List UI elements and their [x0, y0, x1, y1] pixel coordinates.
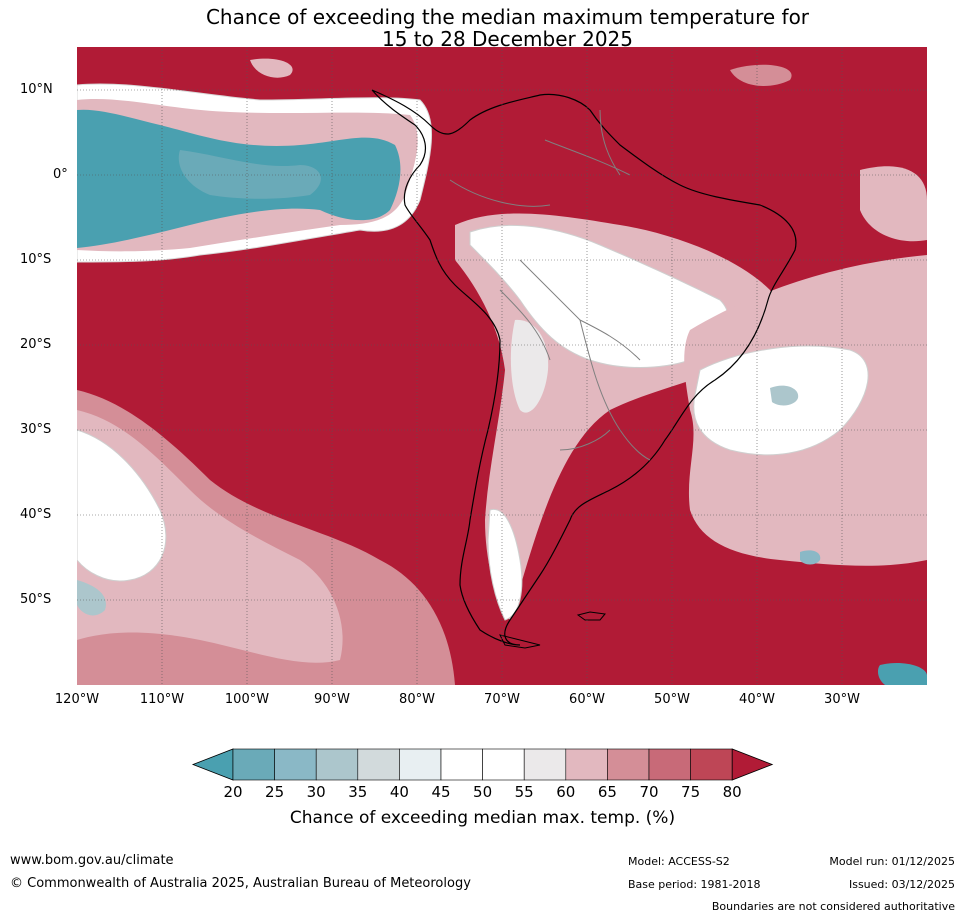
colorbar-segment-35-40	[357, 748, 400, 781]
longitude-gridlines	[161, 47, 843, 685]
forecast-map	[77, 47, 927, 685]
colorbar-tick-30: 30	[306, 783, 326, 801]
model-name: Model: ACCESS-S2	[628, 855, 730, 868]
andes-mixed-zone	[510, 319, 549, 413]
copyright-text: © Commonwealth of Australia 2025, Austra…	[10, 876, 471, 891]
colorbar-segment-25-30	[274, 748, 317, 781]
colorbar-segments	[191, 748, 774, 781]
colorbar-tick-60: 60	[556, 783, 576, 801]
map-area	[77, 47, 927, 685]
website-link[interactable]: www.bom.gov.au/climate	[10, 853, 174, 868]
tropical-atlantic-mixed-zone	[860, 166, 927, 242]
lon-label-70w: 70°W	[484, 692, 520, 707]
north-atlantic-mixed-zone	[730, 64, 792, 86]
atlantic-cool-spot	[800, 550, 821, 565]
lon-label-30w: 30°W	[824, 692, 860, 707]
colorbar-segment-40-45	[399, 748, 442, 781]
latitude-gridlines	[77, 89, 927, 601]
model-run-date: Model run: 01/12/2025	[829, 855, 955, 868]
southeast-pacific-pink-zone	[77, 410, 343, 663]
issued-date: Issued: 03/12/2025	[848, 878, 955, 891]
lat-label-30s: 30°S	[20, 422, 52, 437]
lon-label-100w: 100°W	[224, 692, 270, 707]
lat-label-40s: 40°S	[20, 507, 52, 522]
colorbar-segment-55-60	[523, 748, 567, 781]
falkland-islands	[576, 611, 606, 621]
colorbar-tick-75: 75	[681, 783, 701, 801]
colorbar-tick-25: 25	[265, 783, 285, 801]
patagonia-neutral-zone	[487, 508, 523, 621]
lat-label-equator: 0°	[53, 167, 68, 182]
lon-label-40w: 40°W	[739, 692, 775, 707]
lon-label-110w: 110°W	[139, 692, 185, 707]
caribbean-mixed-zone	[250, 58, 293, 78]
colorbar-segment-30-35	[315, 748, 359, 781]
colorbar-segment-75-80	[690, 748, 733, 781]
southeast-pacific-cool-spot	[77, 580, 106, 616]
base-period: Base period: 1981-2018	[628, 878, 761, 891]
south-atlantic-cool-spot	[770, 385, 799, 406]
colorbar-tick-35: 35	[348, 783, 368, 801]
southeast-pacific-neutral-zone	[77, 429, 167, 582]
colorbar-tick-50: 50	[473, 783, 493, 801]
lon-label-80w: 80°W	[399, 692, 435, 707]
lon-label-60w: 60°W	[569, 692, 605, 707]
lon-label-120w: 120°W	[54, 692, 100, 707]
pacific-cool-inner	[178, 150, 321, 199]
far-south-cool-spot	[877, 663, 927, 685]
map-title-line-2: 15 to 28 December 2025	[381, 27, 633, 51]
country-boundaries	[449, 109, 651, 461]
lat-label-50s: 50°S	[20, 592, 52, 607]
lat-label-10s: 10°S	[20, 252, 52, 267]
boundary-disclaimer: Boundaries are not considered authoritat…	[711, 900, 955, 913]
colorbar-segment-60-65	[565, 748, 608, 781]
colorbar-label: Chance of exceeding median max. temp. (%…	[289, 808, 676, 828]
colorbar-tick-45: 45	[431, 783, 451, 801]
colorbar-tick-80: 80	[722, 783, 742, 801]
colorbar-tick-40: 40	[389, 783, 409, 801]
lon-label-90w: 90°W	[314, 692, 350, 707]
lat-label-10n: 10°N	[20, 82, 53, 97]
colorbar-arrow-high	[731, 748, 774, 781]
colorbar-segment-45-50	[440, 748, 483, 781]
south-america-coastline	[371, 89, 797, 646]
colorbar-segment-20-25	[232, 748, 275, 781]
colorbar-tick-70: 70	[639, 783, 659, 801]
colorbar-tick-65: 65	[597, 783, 617, 801]
colorbar-arrow-low	[191, 748, 234, 781]
lon-label-50w: 50°W	[654, 692, 690, 707]
colorbar-tick-55: 55	[514, 783, 534, 801]
lat-label-20s: 20°S	[20, 337, 52, 352]
colorbar-segment-50-55	[482, 748, 525, 781]
tierra-del-fuego	[499, 634, 541, 649]
colorbar-segment-70-75	[648, 748, 691, 781]
colorbar-tick-20: 20	[223, 783, 243, 801]
map-title-line-1: Chance of exceeding the median maximum t…	[205, 5, 810, 29]
colorbar-segment-65-70	[607, 748, 650, 781]
